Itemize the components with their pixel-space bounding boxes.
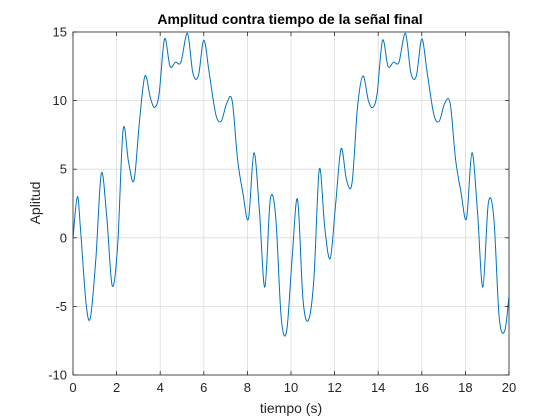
y-tick-label: 10 bbox=[53, 93, 67, 108]
x-tick-label: 6 bbox=[200, 380, 207, 395]
y-tick-label: -5 bbox=[55, 299, 67, 314]
x-tick-label: 12 bbox=[327, 380, 341, 395]
x-tick-label: 16 bbox=[415, 380, 429, 395]
x-tick-label: 8 bbox=[244, 380, 251, 395]
x-tick-label: 2 bbox=[113, 380, 120, 395]
y-tick-label: 5 bbox=[60, 162, 67, 177]
chart-title: Amplitud contra tiempo de la señal final bbox=[157, 11, 422, 27]
ticks: 0 2 4 6 8 10 12 14 16 18 20 -10 -5 0 5 10 15 bbox=[48, 25, 516, 396]
series-line bbox=[72, 32, 510, 337]
series-layer bbox=[72, 32, 510, 337]
x-tick-label: 18 bbox=[458, 380, 472, 395]
x-tick-label: 20 bbox=[502, 380, 516, 395]
y-tick-label: -10 bbox=[48, 368, 67, 383]
y-axis-label: Aplitud bbox=[27, 182, 43, 225]
x-axis-label: tiempo (s) bbox=[260, 400, 322, 416]
y-tick-label: 15 bbox=[53, 25, 67, 40]
x-tick-label: 10 bbox=[284, 380, 298, 395]
x-tick-label: 0 bbox=[69, 380, 76, 395]
x-tick-label: 4 bbox=[157, 380, 164, 395]
y-tick-label: 0 bbox=[60, 230, 67, 245]
x-tick-label: 14 bbox=[371, 380, 385, 395]
